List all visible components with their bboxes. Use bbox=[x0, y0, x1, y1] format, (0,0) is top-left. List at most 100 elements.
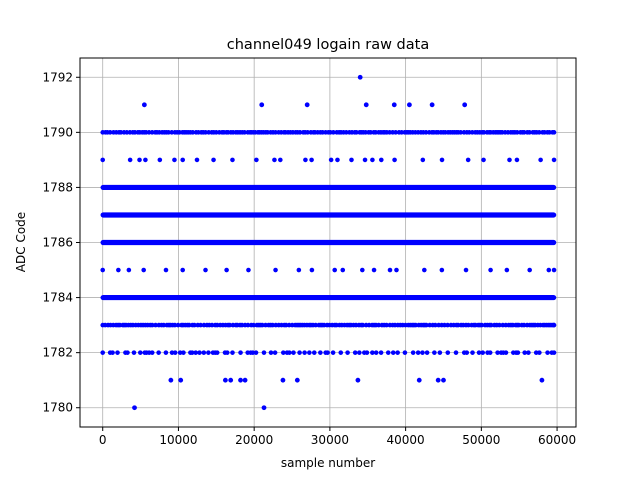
data-point bbox=[422, 267, 427, 273]
data-point bbox=[514, 157, 520, 163]
data-point bbox=[131, 350, 137, 355]
data-point bbox=[305, 130, 310, 135]
data-point bbox=[224, 267, 229, 273]
data-point bbox=[495, 350, 500, 355]
data-point bbox=[214, 350, 220, 355]
data-point bbox=[384, 322, 389, 328]
data-point bbox=[357, 74, 363, 80]
data-point bbox=[190, 130, 196, 135]
level-1783 bbox=[100, 322, 557, 328]
data-point bbox=[420, 350, 425, 355]
data-point bbox=[371, 267, 377, 273]
data-point bbox=[126, 267, 132, 273]
x-tick-label: 0 bbox=[99, 433, 107, 447]
data-point bbox=[340, 267, 346, 273]
data-point bbox=[177, 350, 183, 355]
data-point bbox=[466, 322, 471, 328]
data-point bbox=[157, 157, 163, 163]
data-point bbox=[172, 322, 178, 328]
data-point bbox=[166, 130, 171, 135]
data-point bbox=[504, 267, 510, 273]
data-point bbox=[394, 267, 399, 273]
data-point bbox=[280, 377, 286, 383]
data-point bbox=[273, 267, 278, 273]
data-point bbox=[141, 102, 147, 108]
level-band bbox=[100, 294, 557, 301]
data-point bbox=[107, 130, 113, 135]
data-point bbox=[357, 350, 362, 355]
data-point bbox=[439, 157, 445, 163]
data-point bbox=[250, 350, 256, 355]
data-point bbox=[551, 322, 557, 328]
level-1785 bbox=[100, 267, 557, 273]
level-1787 bbox=[100, 212, 557, 218]
level-1784 bbox=[100, 294, 557, 301]
data-point bbox=[261, 405, 267, 411]
data-point bbox=[551, 350, 557, 355]
x-tick-label: 10000 bbox=[159, 433, 197, 447]
data-point bbox=[546, 267, 552, 273]
data-point bbox=[526, 350, 531, 355]
data-point bbox=[137, 350, 143, 355]
data-point bbox=[178, 377, 184, 383]
data-point bbox=[378, 157, 384, 163]
data-point bbox=[180, 267, 185, 273]
data-point bbox=[378, 350, 384, 355]
data-point bbox=[480, 350, 486, 355]
data-point bbox=[307, 350, 312, 355]
data-point bbox=[437, 350, 443, 355]
data-point bbox=[376, 322, 381, 328]
chart-title: channel049 logain raw data bbox=[227, 37, 429, 53]
data-point bbox=[156, 350, 161, 355]
data-point bbox=[360, 267, 365, 273]
data-point bbox=[463, 267, 469, 273]
data-point bbox=[432, 350, 437, 355]
data-point bbox=[458, 130, 463, 135]
data-point bbox=[393, 130, 398, 135]
data-point bbox=[533, 350, 539, 355]
data-point bbox=[294, 377, 300, 383]
data-point bbox=[149, 350, 155, 355]
data-point bbox=[338, 350, 344, 355]
level-1788 bbox=[100, 184, 557, 191]
data-point bbox=[278, 157, 283, 163]
data-point bbox=[536, 130, 542, 135]
data-point bbox=[143, 157, 148, 163]
data-point bbox=[100, 350, 106, 355]
data-level-bands bbox=[100, 130, 557, 355]
data-point bbox=[462, 102, 468, 108]
data-point bbox=[335, 157, 340, 163]
data-point bbox=[150, 322, 155, 328]
data-point bbox=[392, 157, 397, 163]
x-tick-label: 30000 bbox=[311, 433, 349, 447]
data-point bbox=[420, 157, 426, 163]
data-point bbox=[304, 102, 310, 108]
data-point bbox=[224, 350, 230, 355]
data-point bbox=[349, 157, 354, 163]
data-point bbox=[328, 157, 334, 163]
data-point bbox=[163, 350, 169, 355]
data-point bbox=[423, 130, 429, 135]
data-point bbox=[345, 350, 350, 355]
data-point bbox=[445, 350, 451, 355]
data-point bbox=[168, 377, 174, 383]
data-point bbox=[194, 157, 200, 163]
data-point bbox=[551, 130, 557, 135]
data-point bbox=[163, 267, 169, 273]
data-point bbox=[522, 350, 527, 355]
y-axis-label: ADC Code bbox=[14, 212, 28, 272]
data-point bbox=[435, 377, 441, 383]
data-point bbox=[211, 157, 216, 163]
data-point bbox=[230, 157, 235, 163]
data-point bbox=[169, 350, 175, 355]
data-point bbox=[146, 130, 152, 135]
data-point bbox=[318, 350, 323, 355]
data-point bbox=[161, 322, 167, 328]
data-point bbox=[538, 157, 543, 163]
data-point bbox=[416, 377, 422, 383]
data-point bbox=[259, 102, 265, 108]
data-point bbox=[453, 350, 459, 355]
data-point bbox=[362, 157, 368, 163]
level-1786 bbox=[100, 239, 557, 246]
data-point bbox=[311, 350, 317, 355]
